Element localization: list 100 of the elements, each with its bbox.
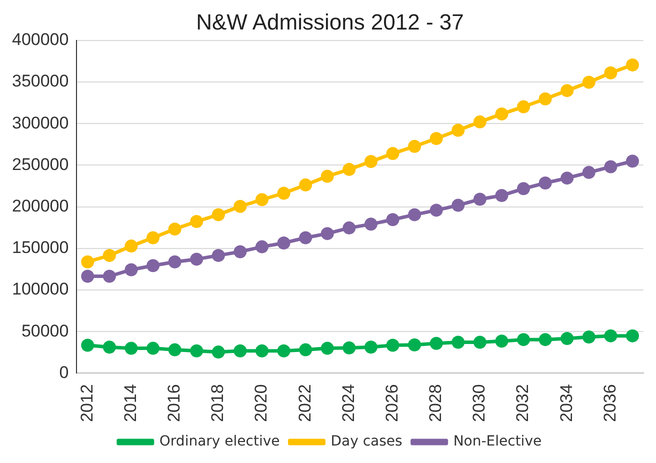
x-tick-label: 2018 (208, 384, 228, 422)
point (604, 329, 618, 342)
point (190, 215, 204, 228)
chart-title: N&W Admissions 2012 - 37 (196, 9, 464, 34)
point (473, 336, 486, 349)
point (81, 270, 94, 283)
point (124, 342, 138, 355)
point (560, 332, 574, 345)
point (168, 343, 182, 356)
x-tick-label: 2026 (382, 384, 402, 422)
point (234, 344, 247, 358)
point (560, 84, 574, 98)
point (473, 115, 486, 128)
point (517, 333, 530, 346)
point (124, 240, 138, 253)
point (364, 218, 378, 231)
point (626, 58, 639, 72)
point (212, 208, 225, 222)
point (582, 166, 596, 179)
y-tick-label: 100000 (12, 280, 69, 299)
point (495, 188, 508, 202)
point (342, 221, 356, 234)
point (190, 344, 204, 358)
point (342, 162, 356, 176)
point (473, 192, 486, 206)
point (320, 170, 334, 183)
point (582, 330, 596, 344)
point (452, 336, 465, 349)
point (255, 193, 268, 206)
point (538, 176, 552, 190)
point (124, 263, 138, 276)
y-tick-label: 200000 (12, 196, 69, 216)
point (538, 92, 552, 106)
point (626, 329, 639, 342)
legend-label: Ordinary elective (159, 434, 280, 450)
point (604, 160, 618, 174)
x-tick-label: 2028 (426, 384, 446, 422)
point (430, 336, 443, 350)
legend-label: Day cases (330, 434, 402, 450)
point (517, 182, 530, 196)
point (604, 66, 618, 80)
x-tick-label: 2014 (120, 384, 140, 422)
point (255, 344, 268, 358)
y-tick-label: 0 (59, 362, 69, 382)
point (212, 248, 225, 262)
point (495, 107, 508, 120)
point (81, 338, 94, 352)
point (277, 236, 290, 250)
point (146, 231, 160, 244)
point (277, 344, 290, 358)
point (299, 231, 312, 244)
y-tick-label: 350000 (12, 72, 69, 91)
point (386, 147, 400, 160)
x-tick-label: 2034 (556, 384, 576, 422)
legend-label: Non-Elective (453, 434, 542, 450)
y-tick-label: 250000 (12, 154, 69, 174)
point (495, 334, 508, 348)
point (386, 338, 400, 352)
point (234, 200, 247, 213)
point (190, 252, 204, 266)
point (408, 208, 422, 222)
x-tick-label: 2030 (470, 384, 489, 422)
point (81, 255, 94, 268)
point (102, 248, 116, 262)
point (408, 338, 422, 352)
point (430, 204, 443, 217)
y-tick-label: 150000 (12, 238, 69, 258)
point (102, 340, 116, 354)
point (168, 255, 182, 268)
point (299, 343, 312, 356)
point (320, 342, 334, 355)
point (452, 124, 465, 137)
point (102, 270, 116, 283)
point (408, 140, 422, 153)
point (320, 227, 334, 240)
point (538, 333, 552, 346)
point (168, 222, 182, 236)
point (582, 76, 596, 89)
point (277, 186, 290, 200)
point (299, 178, 312, 192)
x-tick-label: 2036 (600, 384, 620, 422)
point (517, 100, 530, 114)
point (342, 341, 356, 354)
y-tick-label: 400000 (12, 30, 69, 50)
x-tick-label: 2022 (295, 384, 314, 422)
point (146, 259, 160, 272)
x-tick-label: 2024 (338, 384, 358, 422)
x-tick-label: 2032 (513, 384, 532, 422)
x-tick-label: 2012 (77, 384, 96, 422)
point (452, 198, 465, 212)
point (364, 340, 378, 354)
point (430, 132, 443, 145)
point (255, 240, 268, 254)
point (146, 342, 160, 355)
y-tick-label: 50000 (21, 321, 69, 340)
point (386, 213, 400, 226)
point (560, 172, 574, 185)
point (626, 154, 639, 168)
x-tick-label: 2016 (164, 384, 184, 422)
y-tick-label: 300000 (12, 113, 69, 132)
